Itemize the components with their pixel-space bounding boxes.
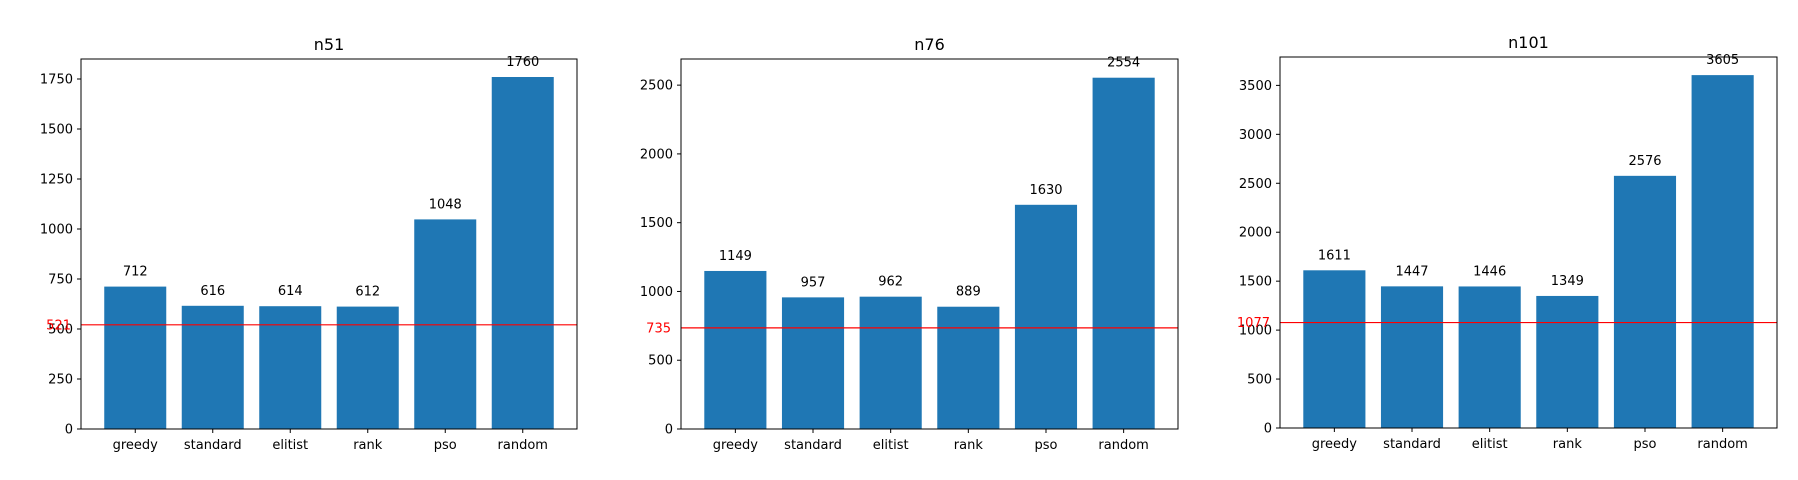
x-tick-label-random: random — [1098, 438, 1148, 453]
x-tick-label-rank: rank — [1553, 437, 1583, 452]
y-tick-label: 2000 — [1239, 226, 1272, 241]
data-label-standard: 616 — [200, 284, 225, 299]
y-tick-label: 1000 — [640, 285, 673, 300]
y-tick-label: 500 — [48, 323, 73, 338]
bar-pso — [1014, 204, 1078, 429]
y-tick-label: 1750 — [40, 73, 73, 88]
y-tick-label: 2500 — [1239, 177, 1272, 192]
y-tick-label: 500 — [1247, 373, 1272, 388]
x-tick-label-standard: standard — [784, 438, 842, 453]
chart-panel-n51: 712 greedy 616 standard 614 elitist 612 rank 104… — [40, 35, 578, 453]
reference-line-label: 1077 — [1237, 316, 1270, 331]
data-label-random: 3605 — [1706, 53, 1739, 68]
y-tick-label: 2000 — [640, 147, 673, 162]
data-label-greedy: 1611 — [1318, 248, 1351, 263]
data-label-pso: 1630 — [1029, 183, 1062, 198]
bar-elitist — [859, 296, 922, 429]
x-tick-label-rank: rank — [353, 438, 383, 453]
y-tick-label: 1250 — [40, 173, 73, 188]
chart-panel-n76: 1149 greedy 957 standard 962 elitist 889 rank 16… — [640, 35, 1179, 453]
data-label-pso: 1048 — [429, 197, 462, 212]
data-label-pso: 2576 — [1628, 154, 1661, 169]
x-tick-label-pso: pso — [434, 438, 457, 453]
y-tick-label: 250 — [48, 373, 73, 388]
data-label-standard: 1447 — [1395, 264, 1428, 279]
data-label-rank: 1349 — [1551, 274, 1584, 289]
x-tick-label-greedy: greedy — [1312, 437, 1358, 452]
chart-panel-n101: 1611 greedy 1447 standard 1446 elitist 1349 ran… — [1237, 33, 1778, 452]
y-tick-label: 500 — [648, 354, 673, 369]
x-tick-label-random: random — [1697, 437, 1747, 452]
y-tick-label: 1500 — [40, 123, 73, 138]
bar-random — [1092, 77, 1155, 429]
y-tick-label: 1500 — [640, 216, 673, 231]
y-tick-label: 0 — [1264, 422, 1272, 437]
x-tick-label-elitist: elitist — [272, 438, 308, 453]
bar-rank — [937, 306, 1000, 429]
reference-line-label: 521 — [46, 318, 71, 333]
y-tick-label: 0 — [65, 423, 73, 438]
x-tick-label-greedy: greedy — [713, 438, 759, 453]
bar-standard — [781, 297, 845, 429]
x-tick-label-pso: pso — [1633, 437, 1656, 452]
x-tick-label-standard: standard — [1383, 437, 1441, 452]
y-tick-label: 2500 — [640, 79, 673, 94]
bar-greedy — [704, 270, 767, 429]
y-tick-label: 1500 — [1239, 275, 1272, 290]
bar-rank — [336, 306, 399, 429]
data-label-random: 2554 — [1107, 56, 1140, 71]
bar-rank — [1536, 295, 1599, 428]
data-label-elitist: 1446 — [1473, 264, 1506, 279]
bar-pso — [1613, 175, 1677, 428]
axes-frame — [1279, 56, 1778, 429]
data-label-random: 1760 — [506, 55, 539, 70]
axes-frame — [680, 58, 1179, 430]
data-label-greedy: 1149 — [719, 249, 752, 264]
bar-greedy — [104, 286, 167, 429]
x-tick-label-random: random — [498, 438, 548, 453]
y-tick-label: 750 — [48, 273, 73, 288]
data-label-elitist: 614 — [278, 284, 303, 299]
data-label-greedy: 712 — [123, 265, 148, 280]
reference-line-label: 735 — [646, 321, 671, 336]
y-tick-label: 1000 — [1239, 324, 1272, 339]
data-label-rank: 889 — [956, 285, 981, 300]
x-tick-label-elitist: elitist — [1472, 437, 1508, 452]
chart-title: n51 — [314, 35, 345, 54]
data-label-standard: 957 — [801, 275, 826, 290]
bar-standard — [181, 305, 244, 429]
x-tick-label-elitist: elitist — [873, 438, 909, 453]
x-tick-label-standard: standard — [184, 438, 242, 453]
data-label-elitist: 962 — [878, 275, 903, 290]
bar-random — [491, 77, 554, 429]
y-tick-label: 3500 — [1239, 79, 1272, 94]
bar-greedy — [1303, 270, 1366, 428]
bar-random — [1691, 75, 1754, 428]
bar-standard — [1380, 286, 1444, 428]
bar-elitist — [259, 306, 322, 429]
chart-title: n101 — [1508, 33, 1549, 52]
y-tick-label: 0 — [665, 423, 673, 438]
x-tick-label-rank: rank — [954, 438, 984, 453]
x-tick-label-pso: pso — [1034, 438, 1057, 453]
data-label-rank: 612 — [355, 285, 380, 300]
axes-frame — [80, 58, 578, 430]
y-tick-label: 1000 — [40, 223, 73, 238]
x-tick-label-greedy: greedy — [113, 438, 159, 453]
bar-elitist — [1458, 286, 1521, 428]
y-tick-label: 3000 — [1239, 128, 1272, 143]
chart-title: n76 — [914, 35, 945, 54]
